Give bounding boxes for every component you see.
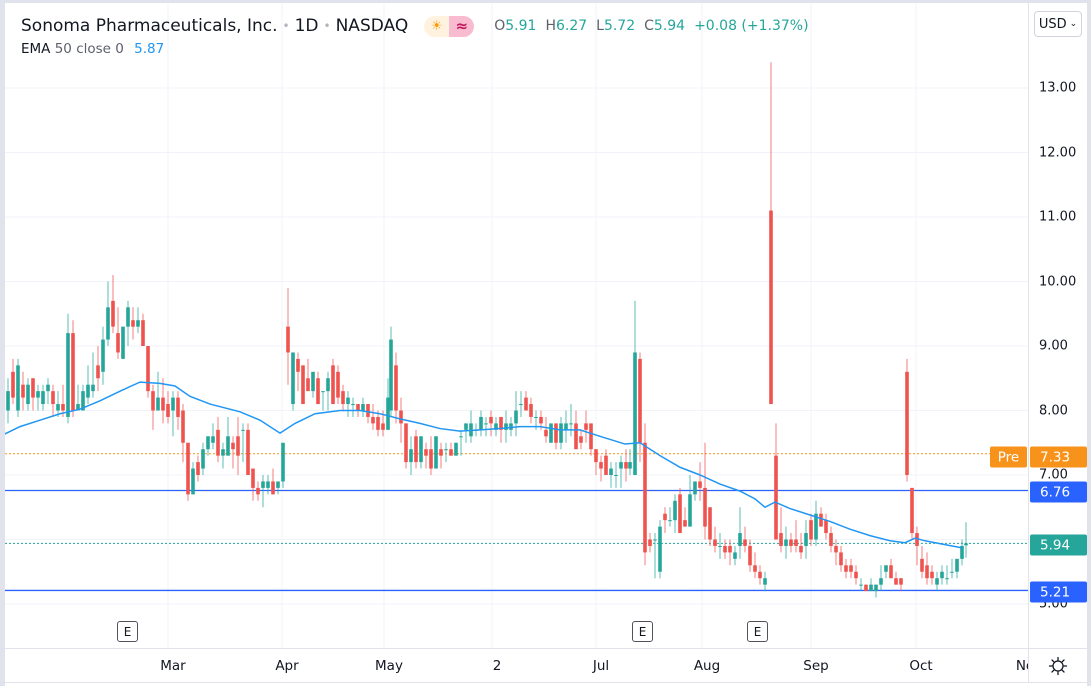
approx-wave-icon[interactable]: ≈	[449, 15, 475, 37]
candlestick-chart[interactable]	[5, 3, 1028, 648]
lower-line-price-label: 5.21	[1030, 581, 1087, 603]
time-label-sep: Sep	[803, 658, 829, 674]
time-axis[interactable]: Mar Apr May 2 Jul Aug Sep Oct No	[5, 648, 1028, 683]
time-label-may: May	[375, 658, 403, 674]
time-label-apr: Apr	[275, 658, 299, 674]
separator-dot: •	[282, 19, 290, 33]
price-tick: 9.00	[1039, 338, 1068, 354]
symbol-legend-row: Sonoma Pharmaceuticals, Inc. • 1D • NASD…	[21, 13, 809, 39]
chevron-down-icon: ⌄	[1069, 19, 1078, 29]
top-border	[0, 0, 1091, 3]
time-label-jul: Jul	[592, 658, 610, 674]
currency-label: USD	[1038, 16, 1067, 32]
indicator-name[interactable]: EMA	[21, 41, 51, 57]
symbol-name[interactable]: Sonoma Pharmaceuticals, Inc.	[21, 16, 278, 36]
chart-settings-button[interactable]	[1028, 648, 1087, 683]
low-key: L	[596, 18, 604, 34]
close-key: C	[644, 18, 654, 34]
left-border	[0, 0, 5, 686]
price-tick: 11.00	[1039, 209, 1077, 225]
price-tick: 12.00	[1039, 145, 1077, 160]
change-value: +0.08 (+1.37%)	[694, 18, 809, 34]
earnings-marker[interactable]: E	[117, 621, 138, 642]
ohlc-values: O5.91 H6.27 L5.72 C5.94 +0.08 (+1.37%)	[494, 18, 808, 34]
earnings-marker[interactable]: E	[747, 621, 768, 642]
time-label-aug: Aug	[693, 658, 721, 674]
time-label-oct: Oct	[909, 658, 933, 674]
price-tick: 13.00	[1039, 80, 1077, 96]
earnings-marker[interactable]: E	[632, 621, 653, 642]
time-label-jun: 2	[492, 658, 502, 674]
time-label-mar: Mar	[160, 658, 186, 674]
gear-icon	[1048, 656, 1068, 675]
pre-market-tag: Pre	[990, 446, 1027, 468]
chart-pane[interactable]: Sonoma Pharmaceuticals, Inc. • 1D • NASD…	[5, 3, 1028, 648]
pre-market-price-label: 7.33	[1030, 446, 1087, 468]
last-price-label: 5.94	[1030, 534, 1087, 556]
chart-legend: Sonoma Pharmaceuticals, Inc. • 1D • NASD…	[21, 13, 809, 61]
currency-selector[interactable]: USD ⌄	[1034, 11, 1082, 37]
exchange-label: NASDAQ	[335, 16, 409, 36]
open-value: 5.91	[505, 18, 537, 34]
separator-dot: •	[323, 19, 331, 33]
sun-icon[interactable]: ☀	[424, 15, 450, 37]
price-tick: 8.00	[1039, 403, 1068, 418]
indicator-params: 50 close 0	[54, 41, 124, 57]
high-value: 6.27	[555, 18, 588, 34]
indicator-legend-row[interactable]: EMA 50 close 0 5.87	[21, 41, 809, 61]
high-key: H	[545, 18, 556, 34]
time-label-nov: No	[1015, 658, 1028, 674]
interval-label[interactable]: 1D	[294, 16, 319, 36]
price-tick: 10.00	[1039, 274, 1077, 289]
price-axis[interactable]: USD ⌄ 13.00 12.00 11.00 10.00 9.00 8.00 7.00 5.…	[1028, 3, 1087, 648]
right-border	[1087, 0, 1091, 686]
upper-line-price-label: 6.76	[1030, 481, 1087, 503]
low-value: 5.72	[603, 18, 636, 34]
status-badges[interactable]: ☀ ≈	[424, 15, 475, 37]
indicator-value: 5.87	[134, 41, 165, 57]
close-value: 5.94	[653, 18, 686, 34]
open-key: O	[494, 18, 506, 34]
price-tick: 7.00	[1039, 467, 1068, 483]
